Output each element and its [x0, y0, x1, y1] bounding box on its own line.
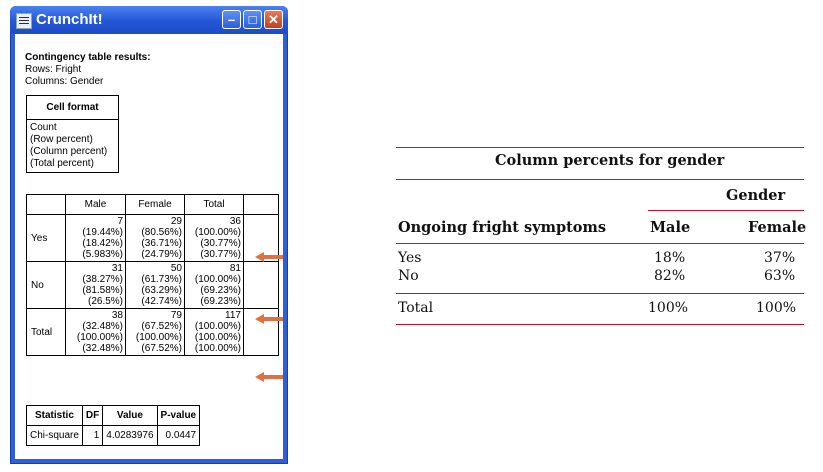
table-cell: 117 (100.00%) (100.00%) (100.00%)	[184, 308, 244, 356]
rule	[396, 147, 804, 148]
spacer-cell	[243, 194, 279, 215]
total-male: 100%	[648, 300, 689, 316]
minimize-icon: –	[227, 12, 236, 27]
spacer-cell	[243, 261, 279, 309]
stat-df: 1	[81, 425, 104, 446]
results-heading: Contingency table results:	[25, 52, 151, 63]
results-pane: Contingency table results: Rows: Fright …	[15, 34, 283, 459]
stat-header: DF	[81, 405, 104, 426]
left-arrow-icon	[255, 314, 283, 324]
stat-pvalue: 0.0447	[156, 425, 201, 446]
table-cell: 31 (38.27%) (81.58%) (26.5%)	[65, 261, 126, 309]
summary-title: Column percents for gender	[495, 152, 725, 169]
close-button[interactable]: ✕	[264, 10, 283, 29]
column-header: Female	[125, 194, 185, 215]
row-header: Ongoing fright symptoms	[398, 219, 606, 236]
rule	[648, 210, 804, 211]
column-header-male: Male	[650, 219, 691, 236]
row-label: Yes	[26, 214, 66, 262]
row-label-yes: Yes	[398, 250, 422, 266]
table-cell: 50 (61.73%) (63.29%) (42.74%)	[125, 261, 185, 309]
columns-line: Columns: Gender	[25, 76, 104, 87]
stat-header: Statistic	[26, 405, 83, 426]
minimize-button[interactable]: –	[222, 10, 241, 29]
value-female-no: 63%	[764, 268, 796, 284]
stat-header: P-value	[156, 405, 201, 426]
table-row: Chi-square 1 4.0283976 0.0447	[26, 425, 201, 446]
cell-format-line: (Total percent)	[30, 158, 94, 169]
column-header: Male	[65, 194, 126, 215]
close-icon: ✕	[268, 12, 279, 27]
maximize-button[interactable]: □	[243, 10, 262, 29]
gender-group-header: Gender	[726, 187, 786, 204]
stat-value: 4.0283976	[102, 425, 158, 446]
statistic-table: Statistic DF Value P-value Chi-square 1 …	[26, 405, 201, 446]
row-label: Total	[26, 308, 66, 356]
maximize-icon: □	[248, 12, 257, 27]
cell-format-header: Cell format	[26, 95, 119, 120]
rule	[396, 179, 804, 180]
cell-format-box: Cell format Count (Row percent) (Column …	[26, 95, 119, 173]
column-header: Total	[184, 194, 244, 215]
rule	[396, 324, 804, 325]
crunchit-window: CrunchIt! – □ ✕ Contingency table result…	[10, 6, 288, 464]
title-bar[interactable]: CrunchIt! – □ ✕	[10, 6, 288, 34]
rows-line: Rows: Fright	[25, 64, 82, 75]
value-male-no: 82%	[654, 268, 686, 284]
value-female-yes: 37%	[764, 250, 796, 266]
stat-name: Chi-square	[26, 425, 83, 446]
row-label-no: No	[398, 268, 419, 284]
table-row: Total 38 (32.48%) (100.00%) (32.48%) 79 (67.…	[26, 308, 279, 356]
window-title: CrunchIt!	[36, 11, 103, 28]
value-male-yes: 18%	[654, 250, 686, 266]
table-cell: 38 (32.48%) (100.00%) (32.48%)	[65, 308, 126, 356]
table-cell: 7 (19.44%) (18.42%) (5.983%)	[65, 214, 126, 262]
cell-format-line: (Row percent)	[30, 134, 93, 145]
stat-header: Value	[102, 405, 158, 426]
left-arrow-icon	[255, 372, 283, 382]
rule	[396, 243, 804, 244]
table-cell: 79 (67.52%) (100.00%) (67.52%)	[125, 308, 185, 356]
total-female: 100%	[756, 300, 797, 316]
app-icon	[16, 13, 32, 29]
table-cell: 81 (100.00%) (69.23%) (69.23%)	[184, 261, 244, 309]
rule	[396, 293, 804, 294]
table-row: No 31 (38.27%) (81.58%) (26.5%) 50 (61.73%)(…	[26, 261, 279, 309]
row-label: No	[26, 261, 66, 309]
left-arrow-icon	[255, 252, 283, 262]
table-row: Yes 7 (19.44%) (18.42%) (5.983%) 29 (80.56%)…	[26, 214, 279, 262]
table-cell: 29 (80.56%) (36.71%) (24.79%)	[125, 214, 185, 262]
summary-table: Column percents for gender Gender Ongoin…	[396, 147, 807, 327]
table-cell: 36 (100.00%) (30.77%) (30.77%)	[184, 214, 244, 262]
cell-format-lines: Count (Row percent) (Column percent) (To…	[26, 119, 119, 173]
column-header-female: Female	[748, 219, 807, 236]
cell-format-line: Count	[30, 122, 57, 133]
cell-format-line: (Column percent)	[30, 146, 108, 157]
contingency-table: Male Female Total Yes 7 (19.44%) (18.42%)(…	[26, 194, 279, 356]
total-label: Total	[398, 300, 434, 316]
corner-cell	[26, 194, 66, 215]
